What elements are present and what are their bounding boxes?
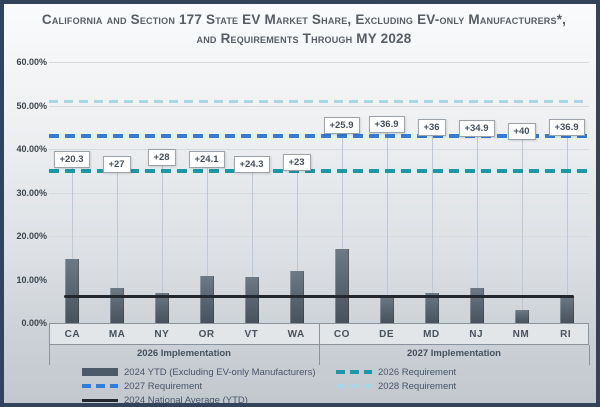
y-tick-label: 40.00% — [16, 144, 47, 155]
leader-line-NM — [521, 138, 523, 310]
bar-label-NJ: +34.9 — [458, 120, 495, 137]
chart-title: California and Section 177 State EV Mark… — [41, 12, 567, 46]
bar-NM — [514, 309, 529, 323]
y-tick-label: 60.00% — [16, 57, 47, 68]
state-label-WA: WA — [287, 328, 305, 340]
y-tick-label: 10.00% — [16, 274, 47, 285]
group-separator-1 — [319, 345, 320, 365]
legend-label: 2024 YTD (Excluding EV-only Manufacturer… — [124, 366, 316, 378]
bar-CO — [334, 248, 349, 323]
state-label-DE: DE — [379, 328, 395, 340]
legend-item-2027-requirement: 2027 Requirement — [82, 380, 203, 392]
legend-swatch-dash — [82, 384, 118, 388]
state-label-VT: VT — [244, 328, 259, 340]
leader-line-VT — [251, 171, 253, 277]
group-separator-0 — [49, 345, 50, 365]
legend-item-2028-requirement: 2028 Requirement — [336, 380, 457, 392]
y-tick-label: 0.00% — [21, 318, 47, 328]
leader-line-RI — [566, 134, 568, 297]
y-tick-label: 20.00% — [16, 231, 47, 242]
legend-label: 2027 Requirement — [124, 380, 203, 392]
legend-swatch-bar — [82, 368, 118, 376]
state-label-MA: MA — [108, 328, 126, 340]
bar-label-VT: +24.3 — [233, 156, 270, 173]
y-tick-label: 30.00% — [16, 187, 47, 198]
legend-label: 2028 Requirement — [378, 380, 457, 392]
bar-label-DE: +36.9 — [368, 116, 405, 133]
gridline-60 — [49, 62, 589, 64]
bar-label-NY: +28 — [147, 149, 176, 166]
state-label-NM: NM — [512, 328, 530, 340]
gridline-40 — [49, 149, 589, 151]
bar-label-CA: +20.3 — [53, 151, 90, 168]
group-label-1: 2026 Implementation — [137, 348, 231, 359]
bar-label-MD: +36 — [417, 119, 446, 136]
gridline-50 — [49, 105, 589, 107]
gridline-20 — [49, 236, 589, 238]
leader-line-NJ — [476, 135, 478, 288]
state-label-CO: CO — [318, 324, 365, 344]
leader-line-MA — [116, 171, 118, 289]
state-label-NY: NY — [154, 328, 170, 340]
legend-item-2024-national-average-ytd-: 2024 National Average (YTD) — [82, 394, 248, 406]
bar-OR — [199, 275, 214, 323]
state-label-OR: OR — [198, 328, 215, 340]
leader-line-CA — [71, 166, 73, 260]
bar-label-NM: +40 — [507, 123, 536, 140]
bar-MD — [424, 292, 439, 323]
legend-item-2024-ytd-excluding-ev-only-manufacturers-: 2024 YTD (Excluding EV-only Manufacturer… — [82, 366, 316, 378]
state-label-RI: RI — [560, 328, 572, 340]
requirement-line-2028 — [49, 99, 589, 103]
legend-swatch-dash — [336, 384, 372, 388]
bar-NJ — [469, 287, 484, 323]
bar-DE — [379, 296, 394, 323]
bar-label-MA: +27 — [102, 156, 131, 173]
legend-swatch-line — [82, 398, 118, 402]
bar-VT — [244, 276, 259, 323]
bar-label-WA: +23 — [282, 154, 311, 171]
bar-CA — [64, 259, 79, 323]
bar-NY — [154, 292, 169, 323]
state-label-CA: CA — [64, 328, 81, 340]
leader-line-OR — [206, 166, 208, 276]
legend-label: 2024 National Average (YTD) — [124, 394, 248, 406]
requirement-line-2026 — [49, 168, 589, 173]
state-label-MD: MD — [423, 328, 440, 340]
bar-MA — [109, 288, 124, 323]
group-label-2: 2027 Implementation — [407, 348, 501, 359]
national-average-line — [64, 295, 574, 299]
legend-swatch-dash — [336, 370, 372, 374]
legend-label: 2026 Requirement — [378, 366, 457, 378]
gridline-30 — [49, 192, 589, 194]
leader-line-CO — [341, 132, 343, 249]
leader-line-MD — [431, 134, 433, 293]
state-label-NJ: NJ — [469, 328, 484, 340]
bar-label-CO: +25.9 — [323, 117, 360, 134]
leader-line-DE — [386, 131, 388, 297]
gridline-10 — [49, 279, 589, 281]
bar-label-OR: +24.1 — [188, 151, 225, 168]
requirement-line-2027 — [49, 134, 589, 139]
leader-line-WA — [296, 169, 298, 271]
legend-item-2026-requirement: 2026 Requirement — [336, 366, 457, 378]
y-tick-label: 50.00% — [16, 100, 47, 111]
bar-label-RI: +36.9 — [548, 119, 585, 136]
bar-RI — [559, 296, 574, 323]
group-separator-2 — [589, 345, 590, 365]
leader-line-NY — [161, 164, 163, 293]
x-axis-band: CA MA NY OR VT WA CO DE MD NJ NM RI — [49, 323, 589, 345]
